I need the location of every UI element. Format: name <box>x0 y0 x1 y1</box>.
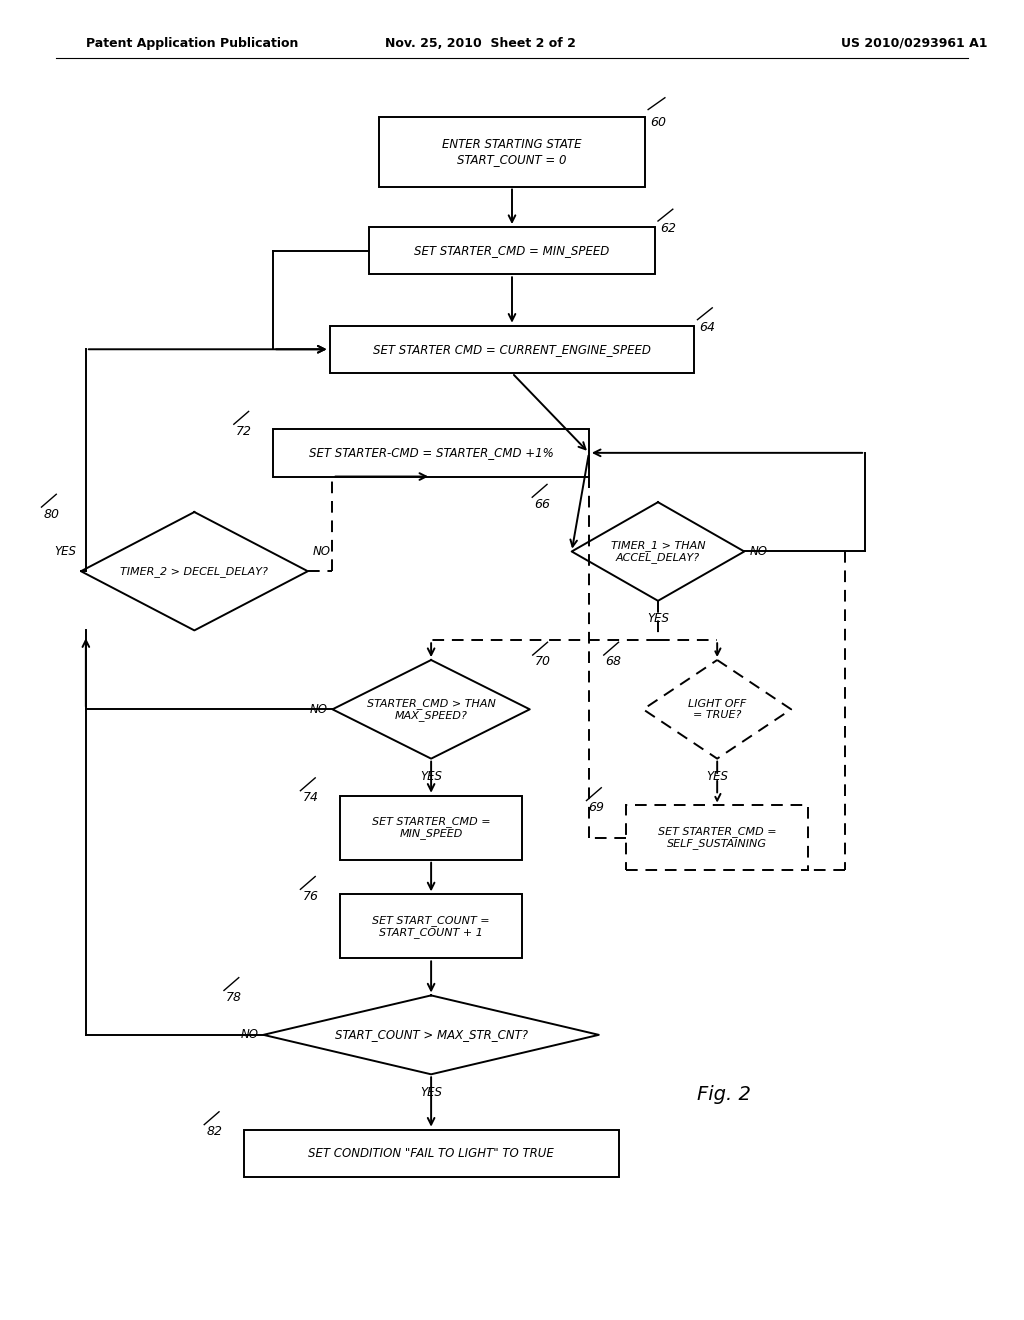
Text: YES: YES <box>54 545 76 558</box>
Bar <box>330 326 694 374</box>
Text: 62: 62 <box>659 223 676 235</box>
Bar <box>379 117 645 186</box>
Bar <box>340 894 522 958</box>
Text: SET STARTER_CMD =
MIN_SPEED: SET STARTER_CMD = MIN_SPEED <box>372 816 490 840</box>
Bar <box>340 796 522 859</box>
Text: YES: YES <box>707 770 728 783</box>
Text: 60: 60 <box>650 116 666 129</box>
Text: Patent Application Publication: Patent Application Publication <box>86 37 298 50</box>
Text: ENTER STARTING STATE
START_COUNT = 0: ENTER STARTING STATE START_COUNT = 0 <box>442 139 582 166</box>
Text: STARTER_CMD > THAN
MAX_SPEED?: STARTER_CMD > THAN MAX_SPEED? <box>367 697 496 721</box>
Text: 74: 74 <box>302 791 318 804</box>
Text: 80: 80 <box>43 507 59 520</box>
Text: TIMER_1 > THAN
ACCEL_DELAY?: TIMER_1 > THAN ACCEL_DELAY? <box>610 540 706 564</box>
Bar <box>626 805 808 870</box>
Text: 70: 70 <box>535 656 551 668</box>
Text: 72: 72 <box>236 425 252 438</box>
Text: Fig. 2: Fig. 2 <box>697 1085 752 1104</box>
Text: SET STARTER_CMD =
SELF_SUSTAINING: SET STARTER_CMD = SELF_SUSTAINING <box>657 826 776 849</box>
Text: SET STARTER_CMD = MIN_SPEED: SET STARTER_CMD = MIN_SPEED <box>415 244 609 257</box>
Text: NO: NO <box>750 545 767 558</box>
Text: SET STARTER-CMD = STARTER_CMD +1%: SET STARTER-CMD = STARTER_CMD +1% <box>309 446 554 459</box>
Text: 64: 64 <box>699 321 716 334</box>
Bar <box>369 227 655 275</box>
Text: YES: YES <box>420 770 442 783</box>
Text: 78: 78 <box>226 991 242 1005</box>
Text: NO: NO <box>309 702 328 715</box>
Text: LIGHT OFF
= TRUE?: LIGHT OFF = TRUE? <box>688 698 746 721</box>
Bar <box>273 429 589 477</box>
Text: SET CONDITION "FAIL TO LIGHT" TO TRUE: SET CONDITION "FAIL TO LIGHT" TO TRUE <box>308 1147 554 1160</box>
Text: SET STARTER CMD = CURRENT_ENGINE_SPEED: SET STARTER CMD = CURRENT_ENGINE_SPEED <box>373 343 651 356</box>
Bar <box>244 1130 618 1177</box>
Text: 69: 69 <box>589 801 604 814</box>
Text: US 2010/0293961 A1: US 2010/0293961 A1 <box>842 37 988 50</box>
Text: NO: NO <box>241 1028 258 1041</box>
Text: 66: 66 <box>535 498 550 511</box>
Text: SET START_COUNT =
START_COUNT + 1: SET START_COUNT = START_COUNT + 1 <box>373 915 489 939</box>
Text: NO: NO <box>312 545 331 558</box>
Text: 82: 82 <box>206 1125 222 1138</box>
Text: YES: YES <box>647 612 669 626</box>
Text: 68: 68 <box>606 656 622 668</box>
Text: Nov. 25, 2010  Sheet 2 of 2: Nov. 25, 2010 Sheet 2 of 2 <box>385 37 575 50</box>
Text: YES: YES <box>420 1085 442 1098</box>
Text: TIMER_2 > DECEL_DELAY?: TIMER_2 > DECEL_DELAY? <box>121 566 268 577</box>
Text: START_COUNT > MAX_STR_CNT?: START_COUNT > MAX_STR_CNT? <box>335 1028 527 1041</box>
Text: 76: 76 <box>302 890 318 903</box>
